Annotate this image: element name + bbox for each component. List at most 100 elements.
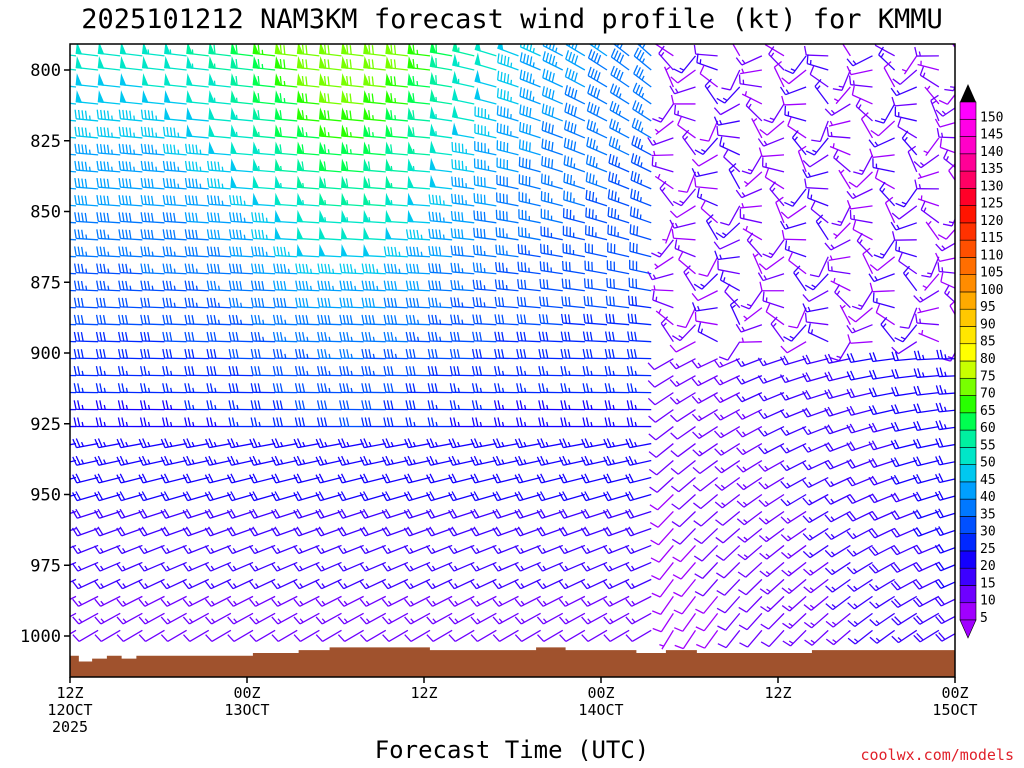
wind-barb [293,455,320,466]
wind-barb-feather [232,280,236,291]
wind-barb-staff [518,217,541,224]
wind-barb [429,157,453,173]
wind-barb-staff [165,476,187,484]
wind-barb-staff [98,306,121,309]
wind-barb-feather [121,178,125,188]
wind-barb-feather [589,331,593,342]
wind-barb-half-feather [302,459,306,465]
wind-barb-feather [403,492,410,501]
wind-barb-feather [384,526,391,536]
wind-barb [584,242,608,258]
wind-barb-feather [582,331,586,341]
wind-barb-staff [298,510,320,519]
wind-barb [296,209,320,224]
wind-barb-staff [452,288,475,292]
wind-barb-pennant [429,44,437,54]
wind-barb-feather [608,400,612,410]
wind-barb-pennant [296,244,304,257]
wind-barb [584,260,608,275]
wind-barb [272,417,298,428]
wind-barb-feather [95,348,99,359]
wind-barb-feather [470,456,476,466]
wind-barb-half-feather [166,583,171,588]
wind-barb [471,348,497,360]
wind-barb-half-feather [387,548,392,553]
wind-barb-staff [297,476,320,484]
wind-barb [407,44,431,57]
wind-barb [160,438,187,449]
wind-barb-feather [536,563,544,572]
wind-barb-feather [254,383,258,393]
wind-barb-half-feather [520,600,525,606]
wind-barb-feather [250,331,254,342]
wind-barb-feather [122,109,125,120]
wind-barb-staff [652,273,674,281]
wind-barb-staff [120,340,143,343]
wind-barb [140,331,165,343]
wind-barb [632,100,652,122]
wind-barb [318,73,342,88]
wind-barb-feather [346,400,350,410]
wind-barb-half-feather [698,450,703,455]
wind-barb-feather [274,526,281,536]
wind-barb-half-feather [432,618,437,623]
wind-barb [581,455,608,466]
wind-barb [318,244,342,258]
wind-barb [563,190,586,207]
wind-barb [603,629,630,643]
wind-barb-half-feather [122,548,126,553]
wind-barb [683,265,697,292]
wind-barb-feather [51,475,55,483]
wind-barb-staff [699,477,719,492]
wind-barb-feather [461,229,464,239]
wind-barb [94,544,121,555]
wind-barb-feather [129,144,132,154]
wind-barb-staff [476,578,497,590]
wind-barb-staff [587,595,608,607]
wind-barb-half-feather [213,459,217,465]
wind-barb-feather [381,474,388,484]
wind-barb-feather [339,280,343,290]
wind-barb [403,544,431,555]
wind-barb-feather [138,438,144,448]
wind-barb [405,400,431,411]
wind-barb [226,473,254,484]
wind-barb-staff [187,442,209,449]
wind-barb-pennant [341,141,348,155]
wind-barb-staff [496,340,519,343]
wind-barb-staff [231,493,254,502]
wind-barb-feather [205,616,213,625]
wind-barb-half-feather [662,238,667,241]
wind-barb-feather [342,417,346,427]
wind-barb-feather [162,143,166,154]
wind-barb-staff [520,612,541,625]
wind-barb [496,192,519,207]
wind-barb-staff [430,357,453,360]
wind-barb-feather [450,245,453,255]
wind-barb-feather [248,527,255,537]
wind-barb-staff [562,287,585,292]
wind-barb [316,383,342,394]
wind-barb-pennant [119,56,127,69]
wind-barb-feather [96,263,99,273]
wind-barb-feather [472,262,476,272]
wind-barb-feather [412,127,415,137]
wind-barb [696,187,718,207]
wind-barb-feather [409,263,413,273]
wind-barb-feather [519,87,522,97]
wind-barb-staff [541,493,563,502]
wind-barb [208,44,231,57]
wind-barb-staff [145,629,165,643]
wind-barb-pennant [407,141,415,155]
wind-barb-pennant [296,124,304,138]
wind-barb-staff [321,612,342,625]
wind-barb-feather [408,400,413,410]
wind-barb-feather [73,383,77,393]
wind-barb [361,366,386,377]
wind-barb [625,629,652,643]
wind-barb [204,455,232,466]
wind-barb-feather [381,492,388,501]
wind-barb [565,50,586,71]
wind-barb-half-feather [346,217,349,222]
wind-barb-staff [76,254,99,258]
